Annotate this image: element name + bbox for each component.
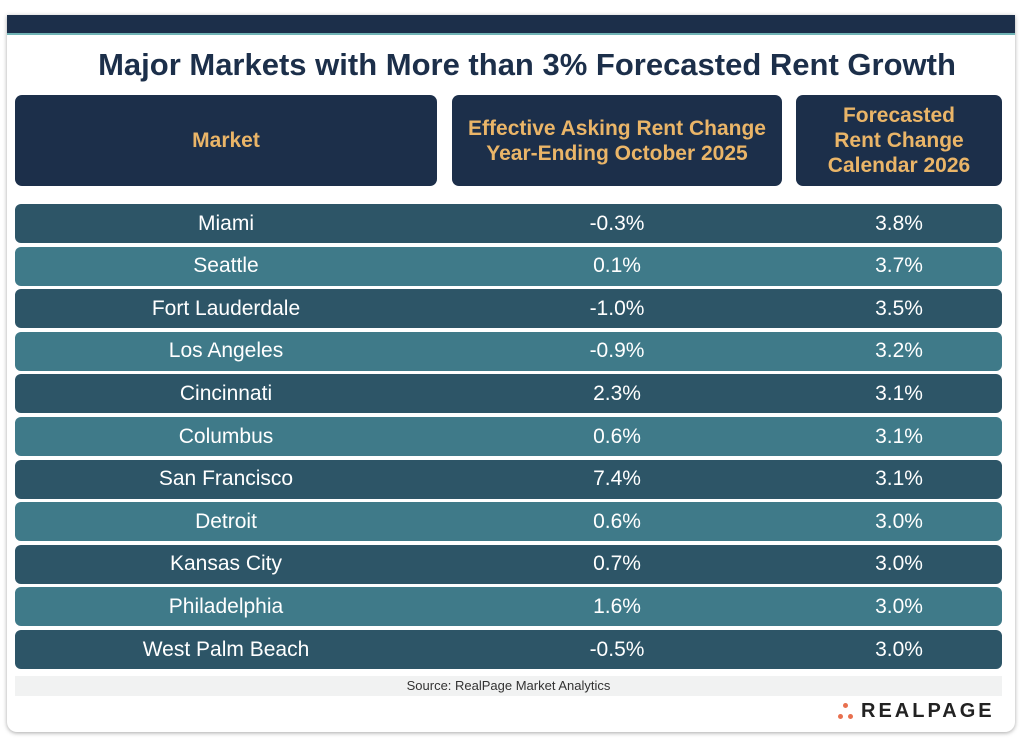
table-row: San Francisco 7.4% 3.1% [15,459,1002,499]
cell-market: Los Angeles [168,339,284,363]
table-row: Seattle 0.1% 3.7% [15,246,1002,286]
header-market: Market [15,95,437,186]
header-line: Calendar 2026 [827,154,971,177]
realpage-logo: REALPAGE [837,699,995,723]
table-row: West Palm Beach -0.5% 3.0% [15,630,1002,669]
table-row: Kansas City 0.7% 3.0% [15,544,1002,584]
cell-effective-rent-change: -1.0% [589,296,645,320]
source-note: Source: RealPage Market Analytics [15,676,1002,696]
cell-effective-rent-change: 2.3% [593,381,641,405]
cell-market: Fort Lauderdale [151,296,301,320]
header-line: Forecasted [842,104,956,127]
header-line: Year-Ending October 2025 [486,141,748,165]
cell-market: Cincinnati [179,381,273,405]
logo-text: REALPAGE [861,699,995,722]
table-row: Los Angeles -0.9% 3.2% [15,331,1002,371]
cell-effective-rent-change: -0.5% [589,637,645,661]
table-row: Philadelphia 1.6% 3.0% [15,587,1002,627]
cell-effective-rent-change: 0.6% [593,424,641,448]
cell-forecasted-rent-change: 3.2% [875,339,923,363]
table-row: Columbus 0.6% 3.1% [15,417,1002,456]
cell-market: Kansas City [169,552,283,576]
cell-forecasted-rent-change: 3.5% [875,296,923,320]
top-bar [7,15,1015,35]
cell-forecasted-rent-change: 3.0% [875,637,923,661]
cell-effective-rent-change: 0.6% [593,509,641,533]
cell-forecasted-rent-change: 3.7% [875,254,923,278]
cell-market: Columbus [178,424,274,448]
logo-dots-icon [837,701,855,721]
cell-market: West Palm Beach [142,637,310,661]
table-row: Fort Lauderdale -1.0% 3.5% [15,289,1002,329]
header-market-label: Market [192,129,260,152]
cell-effective-rent-change: 0.7% [593,552,641,576]
cell-effective-rent-change: -0.3% [589,211,645,235]
chart-title: Major Markets with More than 3% Forecast… [98,47,956,82]
cell-forecasted-rent-change: 3.0% [875,594,923,618]
cell-forecasted-rent-change: 3.8% [875,211,923,235]
cell-forecasted-rent-change: 3.1% [875,467,923,491]
header-forecasted-rent-change: Forecasted Rent Change Calendar 2026 [796,95,1002,186]
header-line: Rent Change [834,129,964,152]
cell-effective-rent-change: 7.4% [593,467,641,491]
cell-forecasted-rent-change: 3.1% [875,381,923,405]
cell-market: Detroit [195,509,257,533]
cell-forecasted-rent-change: 3.0% [875,509,923,533]
cell-effective-rent-change: 1.6% [593,594,641,618]
cell-market: Seattle [193,254,259,278]
table-row: Detroit 0.6% 3.0% [15,502,1002,542]
table-row: Miami -0.3% 3.8% [15,204,1002,243]
cell-forecasted-rent-change: 3.1% [875,424,923,448]
cell-forecasted-rent-change: 3.0% [875,552,923,576]
cell-effective-rent-change: -0.9% [589,339,645,363]
header-effective-rent-change: Effective Asking Rent Change Year-Ending… [452,95,782,186]
cell-market: San Francisco [158,467,294,491]
table-card: Major Markets with More than 3% Forecast… [7,15,1015,732]
cell-market: Miami [198,211,254,235]
table-row: Cincinnati 2.3% 3.1% [15,374,1002,414]
cell-effective-rent-change: 0.1% [593,254,641,278]
cell-market: Philadelphia [168,594,284,618]
header-line: Effective Asking Rent Change [468,116,766,140]
